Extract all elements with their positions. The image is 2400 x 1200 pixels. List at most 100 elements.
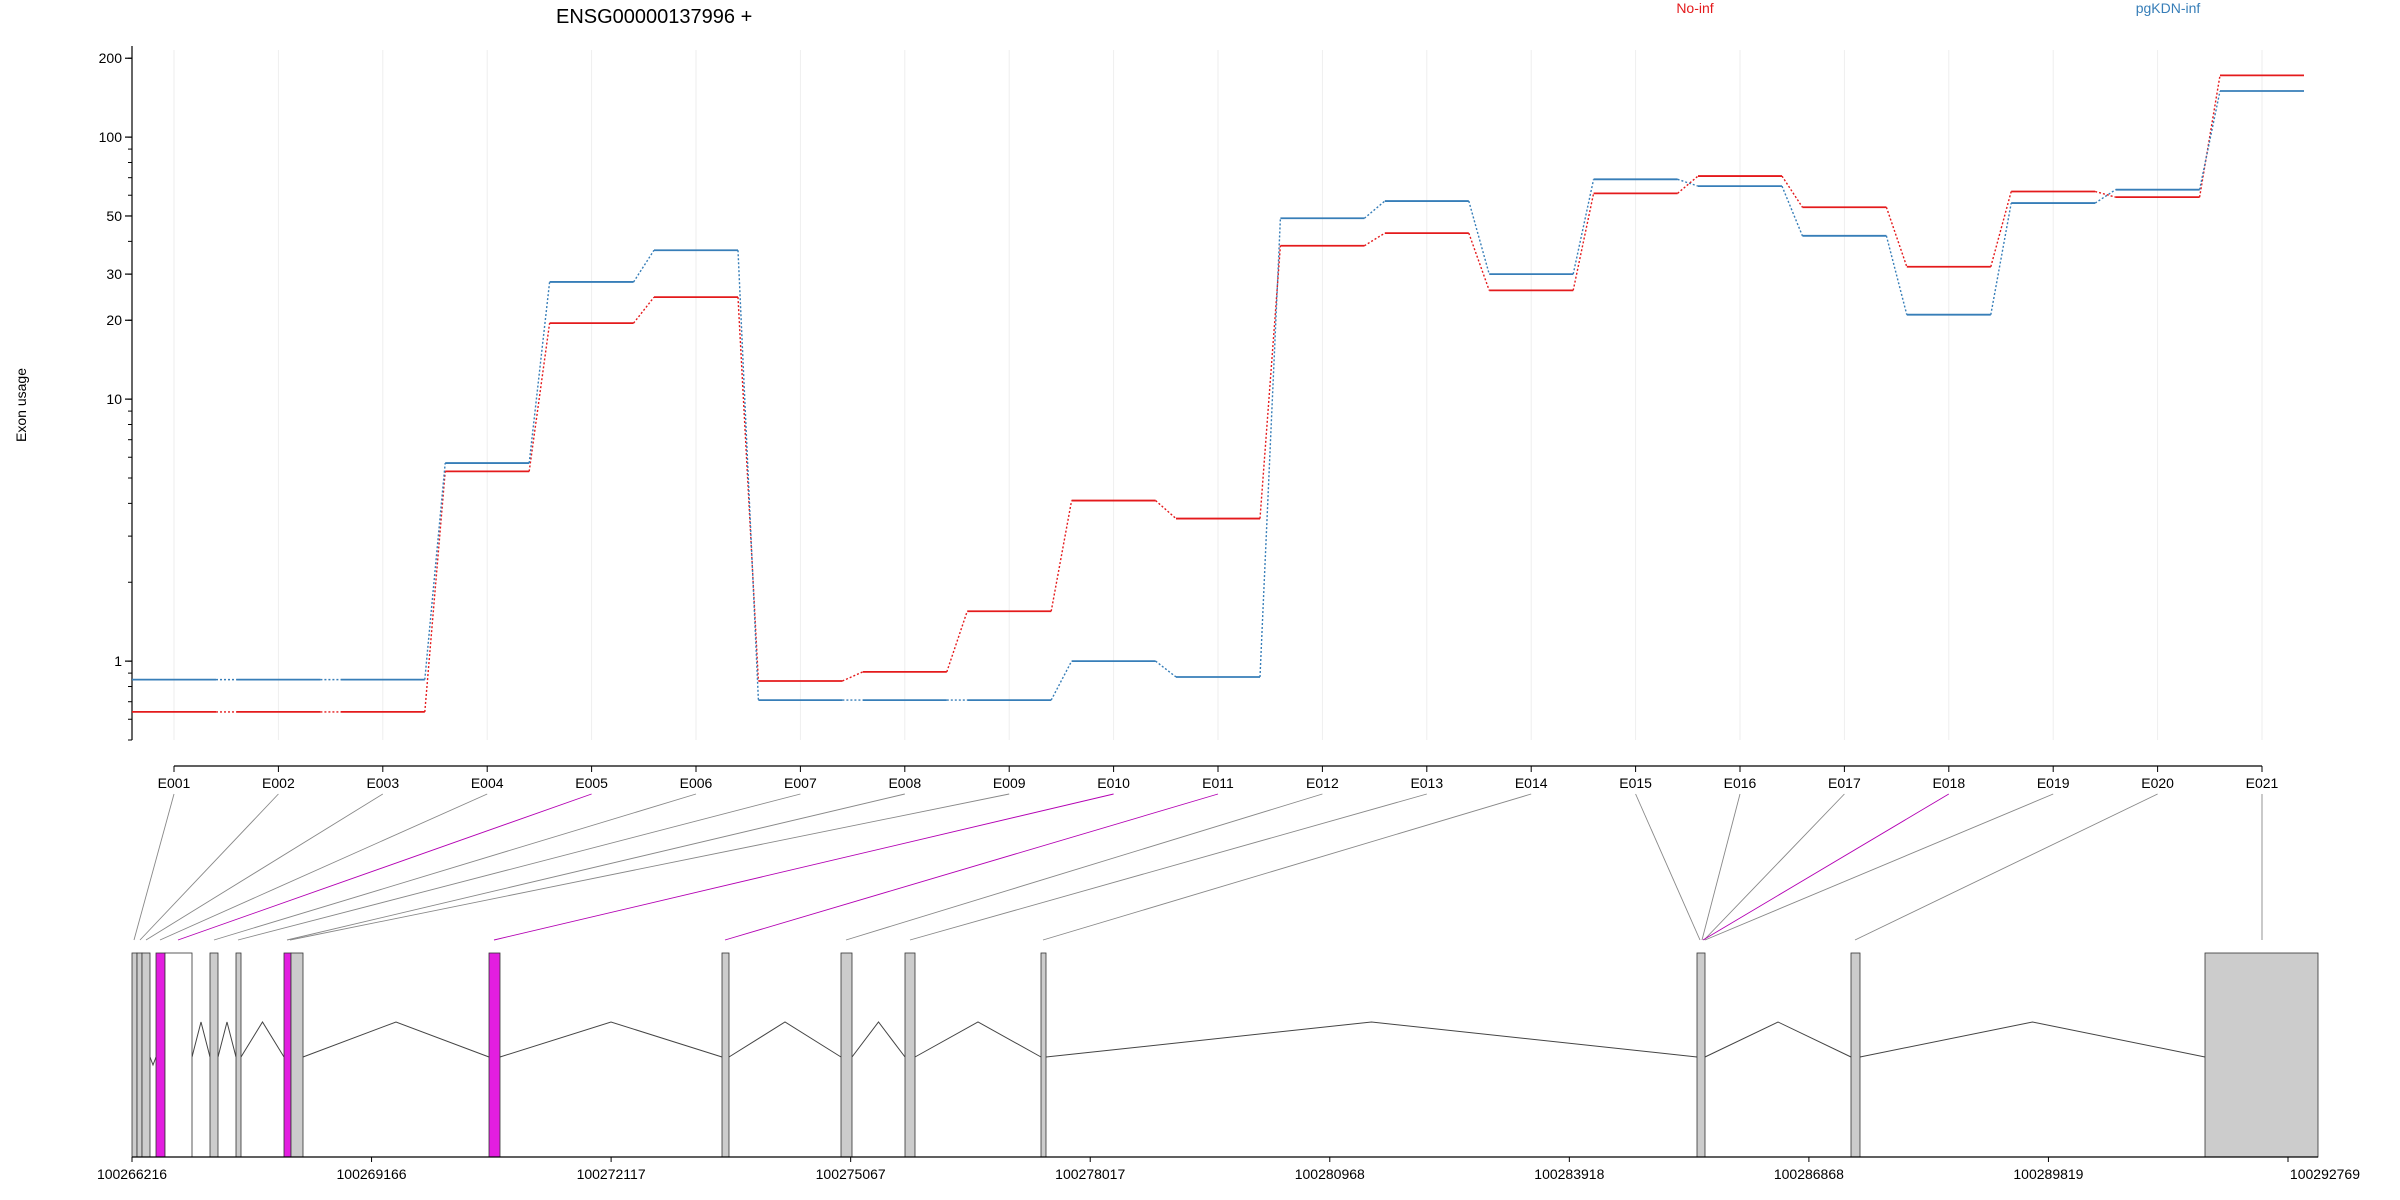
intron	[1704, 1021, 1852, 1058]
intron	[728, 1021, 842, 1058]
x-tick-label: E007	[784, 775, 817, 791]
x-tick-label: E010	[1097, 775, 1130, 791]
intron	[149, 1056, 157, 1067]
legend-pgkdn-inf: pgKDN-inf	[2136, 0, 2201, 16]
series-connector	[2198, 90, 2221, 190]
series-connector	[1155, 660, 1177, 678]
series-connector	[737, 297, 760, 682]
x-tick-label: E004	[471, 775, 504, 791]
exon-connector	[1704, 793, 2054, 941]
series-connector	[2198, 75, 2221, 198]
coord-tick-label: 100272117	[577, 1166, 646, 1182]
y-tick-label: 50	[106, 208, 122, 224]
exon-box	[488, 952, 501, 1158]
x-tick-label: E001	[158, 775, 191, 791]
exon-box	[1850, 952, 1861, 1158]
series-connector	[1885, 206, 1908, 267]
x-tick-label: E016	[1724, 775, 1757, 791]
series-connector	[1885, 235, 1908, 315]
series-connector	[424, 463, 446, 680]
exon-connector	[1701, 793, 1741, 941]
y-tick-label: 1	[114, 653, 122, 669]
intron	[217, 1021, 237, 1058]
legend-no-inf: No-inf	[1676, 0, 1713, 16]
exon-box	[2204, 952, 2319, 1158]
exon-connector	[1042, 793, 1532, 941]
x-tick-label: E020	[2141, 775, 2174, 791]
y-tick-label: 100	[99, 129, 123, 145]
series-connector	[1990, 191, 2012, 267]
exon-box	[136, 952, 143, 1158]
series-connector	[1155, 500, 1177, 520]
series-connector	[1572, 193, 1595, 291]
series-connector	[2095, 190, 2116, 198]
series-group	[132, 74, 2304, 713]
exon-connector	[145, 793, 384, 941]
exon-box	[721, 952, 730, 1158]
gene-model	[131, 952, 2319, 1158]
intron	[191, 1021, 211, 1058]
coord-tick-label: 100269166	[337, 1166, 407, 1182]
series-connector	[946, 611, 968, 673]
exon-box	[141, 952, 151, 1158]
x-tick-label: E018	[1932, 775, 1965, 791]
intron	[851, 1021, 906, 1058]
coord-tick-label: 100289819	[2013, 1166, 2083, 1182]
series-connector	[1468, 200, 1490, 275]
series-connector	[1677, 175, 1699, 194]
coordinate-axis: 100266216 100269166 100272117 100275067 1002…	[97, 1156, 2360, 1182]
coord-tick-label: 100286868	[1774, 1166, 1844, 1182]
x-tick-label: E015	[1619, 775, 1652, 791]
exon-box	[840, 952, 853, 1158]
series-connector	[1363, 200, 1386, 219]
exon-connector	[1703, 793, 1845, 941]
series-pgkdn-inf	[132, 90, 2304, 701]
exon-connector	[1635, 793, 1701, 941]
series-connector	[1990, 202, 2012, 315]
x-tick-label: E006	[680, 775, 713, 791]
series-connector	[1050, 500, 1073, 612]
grid-lines	[173, 50, 2263, 740]
y-tick-label: 10	[106, 391, 122, 407]
intron	[240, 1021, 285, 1058]
coord-tick-label: 100278017	[1055, 1166, 1125, 1182]
exon-box	[283, 952, 292, 1158]
exon-connector	[133, 793, 175, 941]
exon-connectors	[133, 793, 2263, 941]
x-tick-label: E008	[888, 775, 921, 791]
series-connector	[1468, 232, 1490, 291]
exon-box	[1696, 952, 1706, 1158]
exon-box	[131, 952, 138, 1158]
exon-connector	[177, 793, 592, 941]
x-tick-label: E019	[2037, 775, 2070, 791]
exon-connector	[909, 793, 1427, 941]
y-tick-label: 20	[106, 312, 122, 328]
x-tick-label: E014	[1515, 775, 1548, 791]
x-tick-label: E021	[2246, 775, 2279, 791]
x-tick-label: E013	[1410, 775, 1443, 791]
exon-connector	[159, 793, 488, 941]
intron	[302, 1021, 490, 1058]
series-connector	[842, 671, 864, 682]
series-connector	[1050, 660, 1073, 701]
exon-connector	[139, 793, 279, 941]
coord-tick-label: 100283918	[1534, 1166, 1604, 1182]
exon-connector	[1702, 793, 1950, 941]
exon-box	[290, 952, 304, 1158]
y-axis-label: Exon usage	[13, 368, 29, 442]
coord-tick-label: 100275067	[816, 1166, 886, 1182]
x-tick-label: E017	[1828, 775, 1861, 791]
series-connector	[633, 296, 655, 324]
coord-tick-label: 100292769	[2290, 1166, 2360, 1182]
series-connector	[1259, 245, 1282, 519]
exon-connector	[1854, 793, 2158, 941]
series-connector	[2094, 189, 2116, 204]
y-tick-label: 200	[99, 50, 123, 66]
exon-connector	[286, 793, 905, 941]
exon-connector	[724, 793, 1219, 941]
coord-tick-label: 100266216	[97, 1166, 167, 1182]
series-connector	[1259, 218, 1282, 678]
intron	[914, 1021, 1042, 1058]
series-connector	[1572, 179, 1595, 275]
